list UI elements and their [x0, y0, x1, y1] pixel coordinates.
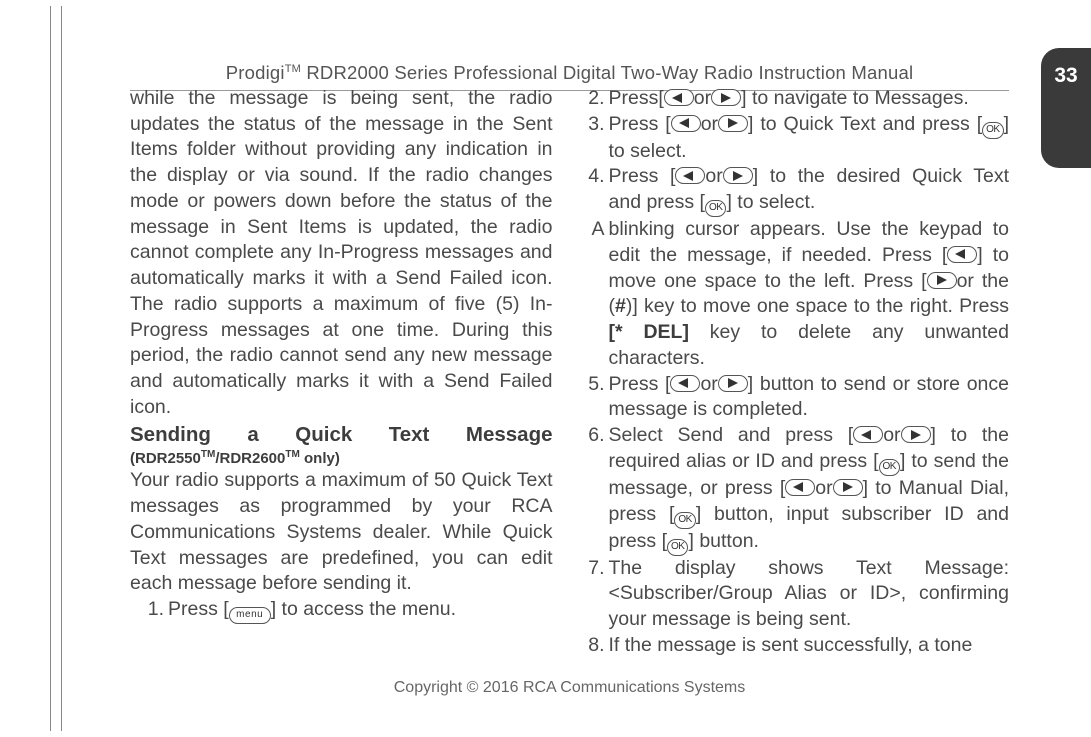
steps-right: 2. Press[ or ] to navigate to Messages. 3.…: [587, 86, 1010, 658]
subheading-text-c: only): [300, 450, 340, 467]
t: or: [815, 477, 832, 499]
step-num: 8.: [587, 633, 609, 659]
right-arrow-icon: [718, 375, 748, 392]
left-arrow-icon: [947, 246, 977, 263]
menu-button-icon: menu: [229, 607, 271, 624]
steps-left: 1. Press [menu] to access the menu.: [130, 597, 553, 624]
step-body: Press[ or ] to navigate to Messages.: [609, 86, 1010, 112]
step-num: 5.: [587, 372, 609, 423]
step-num: 3.: [587, 112, 609, 165]
ok-button-icon: OK: [667, 539, 688, 556]
t: )] key to move one space to the right. P…: [626, 295, 1009, 317]
t: Press [: [609, 373, 671, 395]
right-arrow-icon: [901, 426, 931, 443]
ok-button-icon: OK: [982, 122, 1003, 139]
ok-button-icon: OK: [705, 200, 726, 217]
t: Press [: [609, 113, 671, 135]
step-num: 4.: [587, 164, 609, 217]
intro-paragraph: while the message is being sent, the rad…: [130, 86, 553, 421]
footer-copyright: Copyright © 2016 RCA Communications Syst…: [130, 679, 1009, 697]
step-6: 6. Select Send and press [or] to the req…: [587, 423, 1010, 555]
t: or: [694, 87, 711, 109]
step-num: 7.: [587, 556, 609, 633]
right-arrow-icon: [718, 115, 748, 132]
ok-button-icon: OK: [674, 512, 695, 529]
subheading-text-b: /RDR2600: [215, 450, 285, 467]
t: ] to select.: [726, 191, 815, 213]
step-body: Select Send and press [or] to the requir…: [609, 423, 1010, 555]
t: Press [: [168, 598, 229, 620]
left-arrow-icon: [675, 167, 705, 184]
right-column: 2. Press[ or ] to navigate to Messages. 3.…: [587, 86, 1010, 665]
t: Press[: [609, 87, 664, 109]
step-7: 7. The display shows Text Message: <Subs…: [587, 556, 1010, 633]
t: The display shows Text Message: <Subscri…: [609, 556, 1010, 633]
t: or: [705, 165, 722, 187]
step-body: blinking cursor appears. Use the keypad …: [609, 217, 1010, 371]
right-arrow-icon: [927, 272, 957, 289]
t: ] to Quick Text and press [: [748, 113, 982, 135]
t: or: [883, 424, 900, 446]
binding-marks: [50, 6, 62, 731]
step-5: 5. Press [or] button to send or store on…: [587, 372, 1010, 423]
step-4: 4. Press [or] to the desired Quick Text …: [587, 164, 1010, 217]
left-arrow-icon: [853, 426, 883, 443]
right-arrow-icon: [723, 167, 753, 184]
step-num: 1.: [144, 597, 168, 624]
step-body: The display shows Text Message: <Subscri…: [609, 556, 1010, 633]
section-subheading: (RDR2550TM/RDR2600TM only): [130, 448, 553, 469]
quicktext-paragraph: Your radio supports a maximum of 50 Quic…: [130, 468, 553, 597]
content-area: while the message is being sent, the rad…: [130, 86, 1009, 665]
step-body: If the message is sent successfully, a t…: [609, 633, 1010, 659]
t: ] to access the menu.: [271, 598, 456, 620]
step-1: 1. Press [menu] to access the menu.: [144, 597, 553, 624]
t: Select Send and press [: [609, 424, 854, 446]
step-A: A blinking cursor appears. Use the keypa…: [587, 217, 1010, 371]
step-3: 3. Press [ or ] to Quick Text and press [O…: [587, 112, 1010, 165]
tm-2: TM: [285, 449, 299, 460]
subheading-text-a: (RDR2550: [130, 450, 201, 467]
t: Press [: [609, 165, 676, 187]
right-arrow-icon: [833, 479, 863, 496]
left-arrow-icon: [670, 375, 700, 392]
left-arrow-icon: [664, 89, 694, 106]
step-body: Press [or] to Quick Text and press [OK] …: [609, 112, 1010, 165]
t: ] to navigate to Messages.: [741, 87, 969, 109]
left-column: while the message is being sent, the rad…: [130, 86, 553, 665]
step-8: 8. If the message is sent successfully, …: [587, 633, 1010, 659]
header-title: RDR2000 Series Professional Digital Two-…: [301, 62, 913, 83]
step-body: Press [menu] to access the menu.: [168, 597, 553, 624]
del-key: [* DEL]: [609, 321, 689, 343]
step-body: Press [or] to the desired Quick Text and…: [609, 164, 1010, 217]
tm-1: TM: [201, 449, 215, 460]
section-heading: Sending a Quick Text Message: [130, 421, 553, 448]
ok-button-icon: OK: [879, 459, 900, 476]
page-number: 33: [1054, 64, 1077, 87]
right-arrow-icon: [711, 89, 741, 106]
step-num: A: [587, 217, 609, 371]
left-arrow-icon: [671, 115, 701, 132]
left-arrow-icon: [785, 479, 815, 496]
t: or: [700, 373, 717, 395]
step-num: 2.: [587, 86, 609, 112]
header-brand: Prodigi: [226, 62, 285, 83]
step-num: 6.: [587, 423, 609, 555]
hash-key: #: [615, 295, 626, 317]
page-number-tab: 33: [1041, 48, 1091, 168]
header-tm: TM: [285, 63, 301, 75]
t: ] button.: [688, 530, 758, 552]
step-2: 2. Press[ or ] to navigate to Messages.: [587, 86, 1010, 112]
step-body: Press [or] button to send or store once …: [609, 372, 1010, 423]
t: or: [701, 113, 718, 135]
